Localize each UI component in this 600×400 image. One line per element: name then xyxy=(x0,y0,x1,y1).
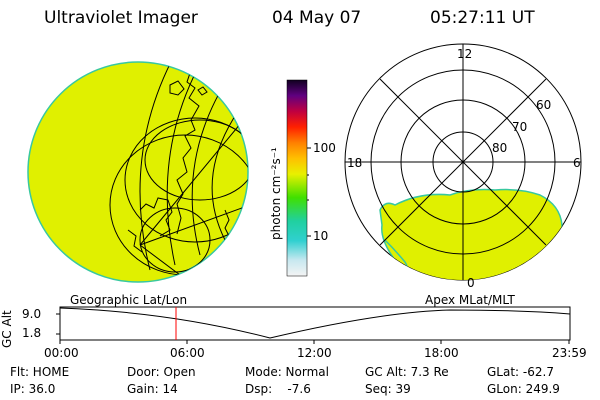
info-glon: GLon: 249.9 xyxy=(487,382,560,396)
colorbar xyxy=(286,79,311,277)
info-dsp: Dsp: -7.6 xyxy=(245,382,311,396)
time-tick-label: 23:59 xyxy=(552,346,587,360)
strip-left-title: Geographic Lat/Lon xyxy=(70,293,188,307)
grid-line xyxy=(139,207,211,273)
colorbar-gradient xyxy=(286,79,308,277)
time-tick-label: 00:00 xyxy=(44,346,79,360)
info-seq: Seq: 39 xyxy=(365,382,411,396)
date-label: 04 May 07 xyxy=(272,8,362,28)
info-gain: Gain: 14 xyxy=(127,382,178,396)
earth-image xyxy=(27,61,249,283)
time-tick-label: 06:00 xyxy=(170,346,205,360)
mlt-label-12: 12 xyxy=(457,47,473,61)
time-label: 05:27:11 UT xyxy=(430,8,535,28)
alt-tick-label-high: 9.0 xyxy=(22,307,42,321)
grid-line xyxy=(139,244,201,282)
info-ip: IP: 36.0 xyxy=(10,382,56,396)
altitude-frame xyxy=(59,306,571,341)
info-gc-alt: GC Alt: 7.3 Re xyxy=(365,365,449,379)
instrument-title: Ultraviolet Imager xyxy=(44,8,198,28)
mlt-label-6: 6 xyxy=(573,156,581,170)
colorbar-tick-label-10: 10 xyxy=(313,229,329,243)
info-flt: Flt: HOME xyxy=(10,365,70,379)
time-tick-label: 18:00 xyxy=(424,346,459,360)
alt-tick-label-low: 1.8 xyxy=(22,326,42,340)
colorbar-unit-label: photon cm⁻²s⁻¹ xyxy=(269,147,283,240)
polar-plot xyxy=(344,43,582,281)
lat-label-80: 80 xyxy=(492,141,508,155)
info-mode: Mode: Normal xyxy=(245,365,329,379)
altitude-curve xyxy=(59,307,571,339)
mlt-label-18: 18 xyxy=(347,156,363,170)
time-tick-label: 12:00 xyxy=(297,346,332,360)
colorbar-tick-label-100: 100 xyxy=(313,141,336,155)
grid-line xyxy=(124,117,248,243)
mlt-label-0: 0 xyxy=(467,276,475,290)
strip-right-title: Apex MLat/MLT xyxy=(425,293,515,307)
grid-line xyxy=(166,62,206,266)
lat-label-70: 70 xyxy=(512,120,528,134)
grid-line xyxy=(139,204,248,246)
info-door: Door: Open xyxy=(127,365,196,379)
grid-line xyxy=(144,119,248,201)
polar-axis-diagonal xyxy=(379,78,547,246)
altitude-strip xyxy=(56,306,571,344)
lat-label-60: 60 xyxy=(536,98,552,112)
alt-axis-label: GC Alt xyxy=(0,310,14,348)
info-glat: GLat: -62.7 xyxy=(487,365,554,379)
